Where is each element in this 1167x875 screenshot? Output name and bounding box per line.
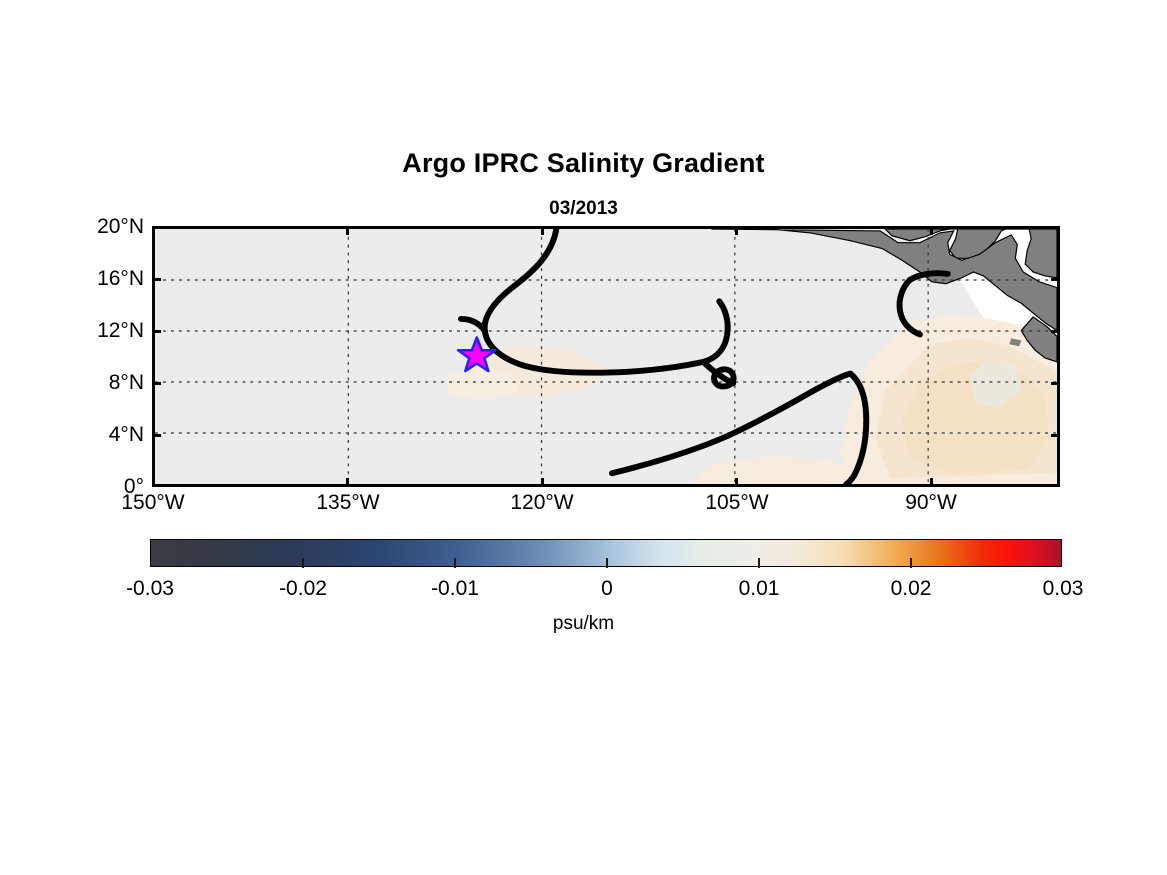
- colorbar-tick-0: [606, 558, 608, 568]
- colorbar-label--0.02: -0.02: [279, 577, 327, 600]
- star-icon[interactable]: [456, 336, 497, 373]
- y-tick-8N: [152, 382, 161, 385]
- x-axis-label-150W: 150°W: [121, 491, 185, 514]
- x-tick-90W: [930, 478, 933, 487]
- map-canvas: [155, 229, 1057, 484]
- y-axis-label-0: 0°: [123, 475, 144, 498]
- x-tick-105W: [735, 478, 738, 487]
- colorbar-tick--0.01: [454, 558, 456, 568]
- colorbar-tick-0.02: [910, 558, 912, 568]
- colorbar-label-0.03: 0.03: [1042, 577, 1084, 600]
- neutral-lens-east: [969, 359, 1022, 409]
- landmass-costa-rica-panama: [1020, 316, 1057, 363]
- colorbar-unit-label: psu/km: [552, 613, 615, 634]
- x-tick-top-135W: [346, 226, 349, 235]
- x-tick-top-105W: [735, 226, 738, 235]
- colorbar-label-0: 0: [601, 577, 613, 600]
- y-tick-right-16N: [1051, 278, 1060, 281]
- y-axis-label-8N: 8°N: [108, 371, 144, 394]
- y-tick-right-8N: [1051, 382, 1060, 385]
- y-axis-label-12N: 12°N: [97, 319, 144, 342]
- y-tick-right-12N: [1051, 330, 1060, 333]
- field-neutral-region: [155, 229, 1057, 484]
- x-axis-label-135W: 135°W: [316, 491, 380, 514]
- figure-subtitle: 03/2013: [549, 198, 618, 219]
- colorbar-label--0.03: -0.03: [126, 577, 174, 600]
- landmass-mexico-coast: [711, 229, 1057, 332]
- y-axis-label-4N: 4°N: [108, 423, 144, 446]
- y-tick-12N: [152, 330, 161, 333]
- x-axis-label-90W: 90°W: [905, 491, 957, 514]
- map-plot-area: [152, 226, 1060, 487]
- colorbar-tick--0.02: [302, 558, 304, 568]
- x-axis-label-120W: 120°W: [510, 491, 574, 514]
- positive-patch-farwest: [445, 367, 519, 401]
- positive-patch-south: [691, 455, 851, 484]
- colorbar-label-0.02: 0.02: [890, 577, 932, 600]
- y-axis-label-16N: 16°N: [97, 267, 144, 290]
- y-tick-4N: [152, 434, 161, 437]
- x-tick-120W: [541, 478, 544, 487]
- x-tick-135W: [346, 478, 349, 487]
- argo-float-star-marker[interactable]: [456, 336, 497, 373]
- colorbar-label--0.01: -0.01: [431, 577, 479, 600]
- colorbar-tick-0.01: [758, 558, 760, 568]
- y-axis-label-20N: 20°N: [97, 215, 144, 238]
- x-tick-top-120W: [541, 226, 544, 235]
- zero-contours: [457, 229, 951, 484]
- colorbar-label-0.01: 0.01: [738, 577, 780, 600]
- y-tick-16N: [152, 278, 161, 281]
- y-tick-right-4N: [1051, 434, 1060, 437]
- land-islet-a: [1009, 338, 1022, 347]
- x-axis-label-105W: 105°W: [705, 491, 769, 514]
- gridlines: [155, 229, 1057, 484]
- x-tick-top-90W: [930, 226, 933, 235]
- page-title: Argo IPRC Salinity Gradient: [402, 148, 765, 178]
